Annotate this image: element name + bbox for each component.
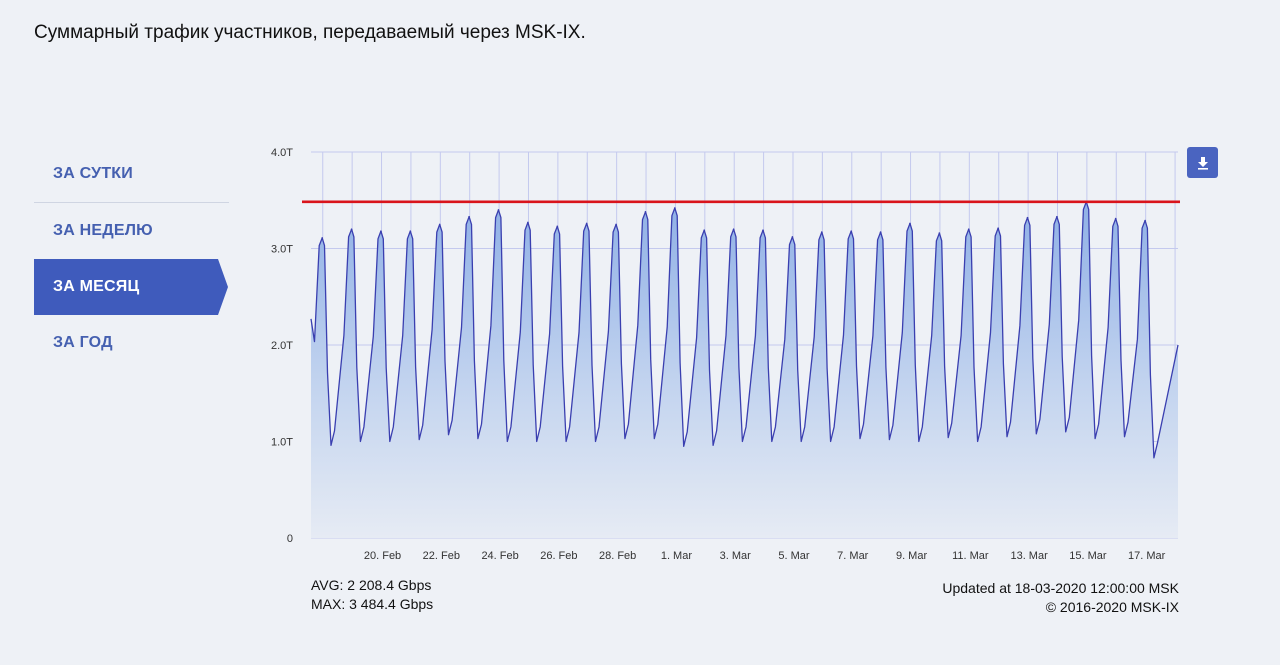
x-tick-label: 17. Mar xyxy=(1128,550,1166,562)
x-tick-label: 26. Feb xyxy=(540,550,577,562)
daily-peak-point xyxy=(468,215,470,218)
daily-peak-point xyxy=(321,237,323,239)
daily-peak-point xyxy=(1144,219,1146,222)
period-tab-month[interactable]: ЗА МЕСЯЦ xyxy=(34,259,228,315)
daily-peak-point xyxy=(1114,217,1117,220)
y-tick-label: 2.0T xyxy=(271,340,293,352)
daily-peak-point xyxy=(1026,216,1029,219)
x-tick-label: 5. Mar xyxy=(778,550,810,562)
daily-peak-point xyxy=(732,228,735,230)
chart-area-layer xyxy=(310,200,1179,539)
daily-peak-point xyxy=(585,222,588,225)
daily-peak-point xyxy=(350,228,353,230)
x-tick-label: 11. Mar xyxy=(952,550,989,562)
x-tick-label: 20. Feb xyxy=(364,550,401,562)
y-tick-label: 0 xyxy=(287,533,293,545)
daily-peak-point xyxy=(380,230,382,232)
daily-peak-point xyxy=(967,228,970,230)
period-tab-week[interactable]: ЗА НЕДЕЛЮ xyxy=(53,222,153,239)
traffic-stats: AVG: 2 208.4 Gbps MAX: 3 484.4 Gbps xyxy=(311,576,433,614)
daily-peak-point xyxy=(438,223,441,226)
daily-peak-point xyxy=(527,221,529,224)
daily-peak-point xyxy=(615,223,617,226)
updated-timestamp: Updated at 18-03-2020 12:00:00 MSK xyxy=(942,580,1179,596)
download-button[interactable] xyxy=(1187,147,1218,178)
avg-stat: AVG: 2 208.4 Gbps xyxy=(311,577,432,593)
x-tick-label: 28. Feb xyxy=(599,550,636,562)
y-tick-label: 3.0T xyxy=(271,244,293,256)
daily-peak-point xyxy=(644,211,647,213)
daily-peak-point xyxy=(938,232,941,234)
daily-peak-point xyxy=(703,229,706,231)
page-title: Суммарный трафик участников, передаваемы… xyxy=(34,22,586,43)
daily-peak-point xyxy=(762,229,764,231)
x-tick-label: 1. Mar xyxy=(661,550,693,562)
daily-peak-point xyxy=(1056,215,1058,218)
x-tick-label: 3. Mar xyxy=(720,550,752,562)
daily-peak-point xyxy=(556,225,559,228)
period-nav: ЗА СУТКИ ЗА НЕДЕЛЮ ЗА МЕСЯЦ ЗА ГОД xyxy=(34,146,229,371)
daily-peak-point xyxy=(879,231,882,233)
daily-peak-point xyxy=(850,230,852,232)
y-tick-label: 1.0T xyxy=(271,437,293,449)
traffic-area-fill xyxy=(311,201,1178,539)
period-tab-year[interactable]: ЗА ГОД xyxy=(53,334,113,351)
x-tick-label: 13. Mar xyxy=(1010,550,1048,562)
daily-peak-point xyxy=(497,209,500,211)
daily-peak-point xyxy=(997,227,999,230)
x-tick-label: 24. Feb xyxy=(481,550,518,562)
x-axis-ticks: 20. Feb 22. Feb 24. Feb 26. Feb 28. Feb 1. Ma… xyxy=(364,550,1166,562)
x-tick-label: 15. Mar xyxy=(1069,550,1107,562)
period-tab-day[interactable]: ЗА СУТКИ xyxy=(34,146,229,203)
x-tick-label: 7. Mar xyxy=(837,550,869,562)
traffic-series-line xyxy=(310,201,1179,459)
y-axis-ticks: 0 1.0T 2.0T 3.0T 4.0T xyxy=(271,147,293,545)
x-tick-label: 9. Mar xyxy=(896,550,928,562)
max-stat: MAX: 3 484.4 Gbps xyxy=(311,596,434,612)
x-tick-label: 22. Feb xyxy=(423,550,460,562)
daily-peak-point xyxy=(791,236,794,238)
y-tick-label: 4.0T xyxy=(271,147,293,159)
daily-peak-point xyxy=(909,222,911,225)
footer-info: Updated at 18-03-2020 12:00:00 MSK © 201… xyxy=(942,579,1179,617)
daily-peak-point xyxy=(409,230,412,232)
download-icon xyxy=(1197,156,1208,170)
daily-peak-point xyxy=(674,207,676,209)
copyright: © 2016-2020 MSK-IX xyxy=(1045,599,1179,615)
daily-peak-point xyxy=(820,231,823,233)
